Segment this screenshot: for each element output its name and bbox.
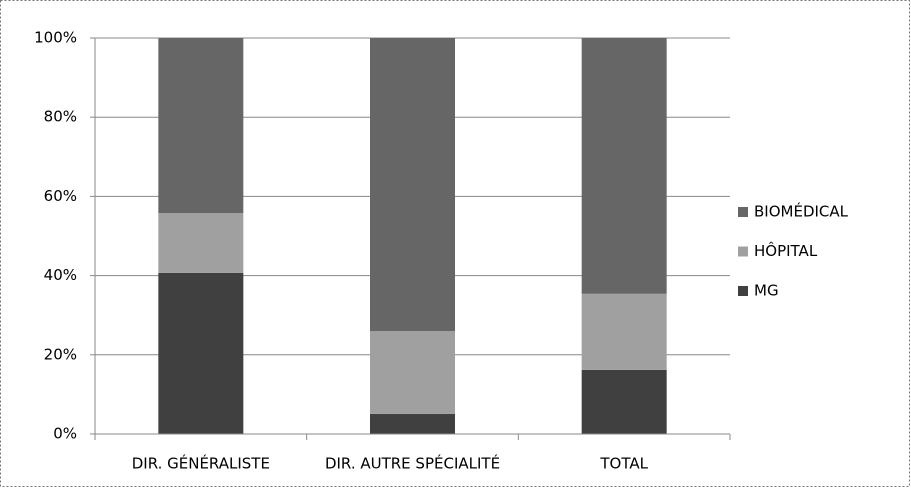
y-tick-label: 100% — [34, 29, 77, 47]
legend-label: HÔPITAL — [754, 241, 818, 260]
bar-segment — [581, 293, 667, 370]
y-tick-label: 40% — [44, 266, 77, 284]
bar-segment — [158, 38, 244, 214]
bar-segment — [370, 331, 455, 414]
legend-label: MG — [754, 282, 779, 300]
y-tick-label: 80% — [44, 108, 77, 126]
y-tick-label: 60% — [44, 187, 77, 205]
x-tick-label: DIR. GÉNÉRALISTE — [132, 454, 270, 473]
bar-segment — [158, 213, 244, 273]
y-tick-label: 20% — [44, 345, 77, 363]
legend-label: BIOMÉDICAL — [754, 202, 849, 221]
bar-segment — [581, 369, 667, 434]
bar-segment — [370, 413, 455, 434]
y-tick-label: 0% — [53, 425, 77, 443]
x-tick-label: DIR. AUTRE SPÉCIALITÉ — [325, 454, 500, 473]
legend-swatch — [738, 207, 748, 217]
bar-segment — [370, 38, 455, 332]
legend-swatch — [738, 286, 748, 296]
bar-segment — [581, 38, 667, 294]
legend-swatch — [738, 246, 748, 257]
x-tick-label: TOTAL — [599, 455, 648, 473]
bar-segment — [158, 272, 244, 434]
